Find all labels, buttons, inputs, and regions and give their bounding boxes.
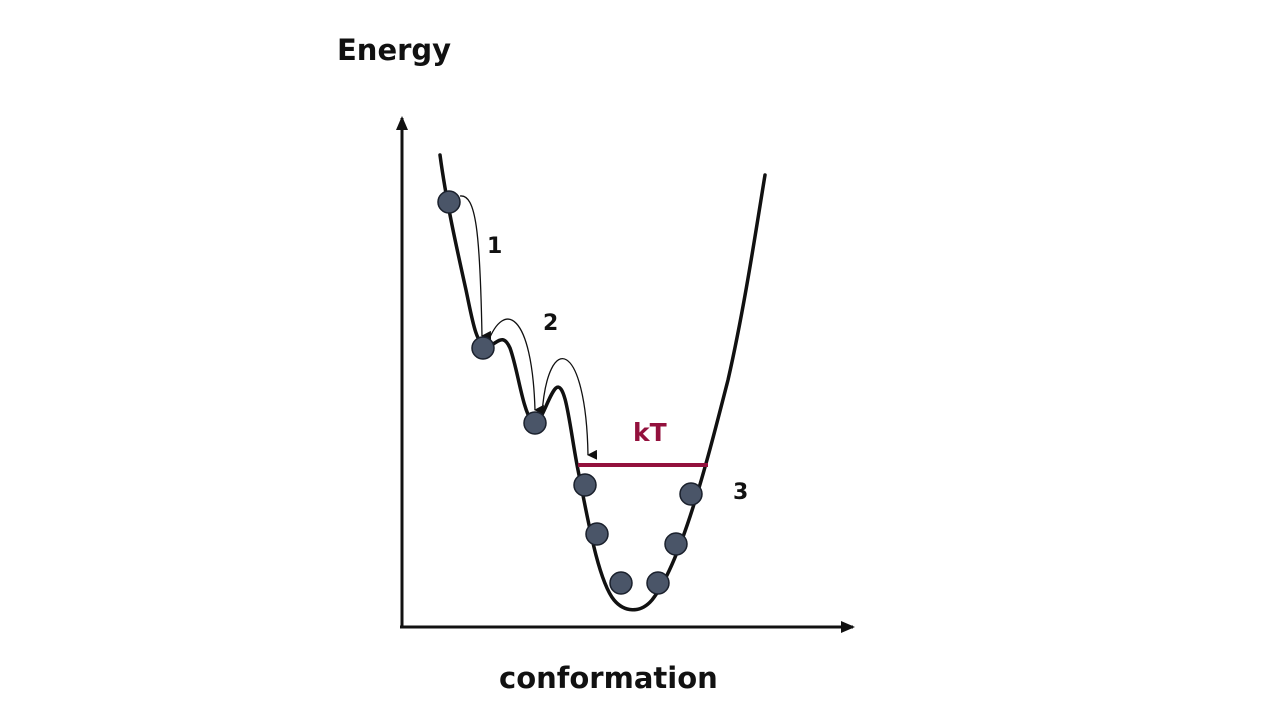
transition-arrow-2a bbox=[487, 318, 545, 415]
step-3-label: 3 bbox=[733, 480, 748, 505]
particle bbox=[471, 336, 495, 360]
particle bbox=[437, 190, 461, 214]
particle bbox=[609, 571, 633, 595]
particle bbox=[664, 532, 688, 556]
particle bbox=[646, 571, 670, 595]
particle bbox=[679, 482, 703, 506]
particle bbox=[573, 473, 597, 497]
kT-label: kT bbox=[633, 418, 667, 447]
particle bbox=[585, 522, 609, 546]
y-axis-label: Energy bbox=[337, 33, 451, 67]
x-axis-label: conformation bbox=[499, 661, 718, 695]
particle bbox=[523, 411, 547, 435]
transition-arrow-2b bbox=[541, 358, 598, 460]
particles bbox=[437, 190, 703, 595]
step-2-label: 2 bbox=[543, 311, 558, 336]
transition-arrow-1 bbox=[459, 195, 492, 341]
step-1-label: 1 bbox=[487, 234, 502, 259]
